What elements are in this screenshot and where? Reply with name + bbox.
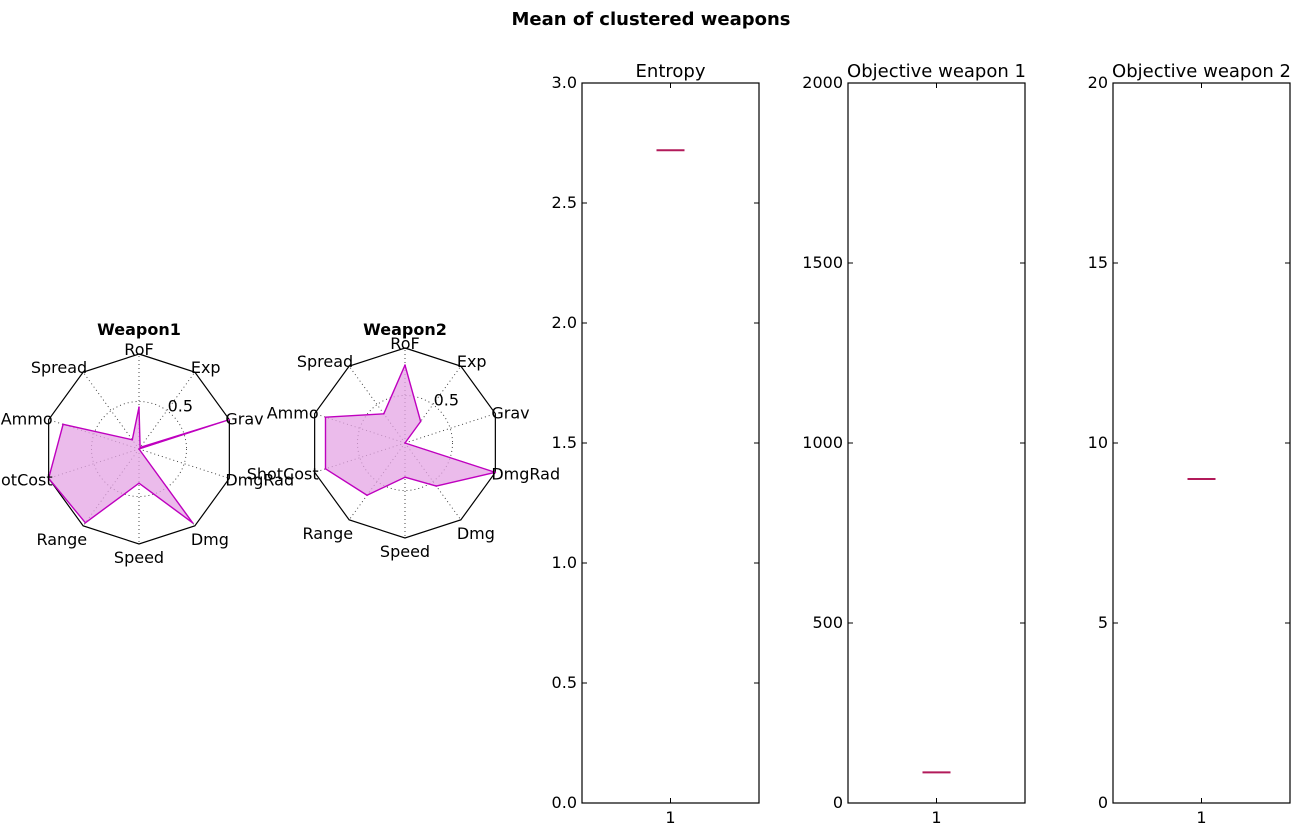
radar-point-dmgrad [138, 448, 140, 450]
radar-title: Weapon1 [97, 320, 181, 339]
radar-chart-weapon2: RoF Exp Grav DmgRad Dmg Speed Range ShotCost Amm… [247, 320, 560, 561]
radar-axis-label-ammo: Ammo [1, 409, 53, 428]
y-tick-label: 0.0 [552, 793, 577, 812]
box-plot-entropy: 0.0 0.5 1.0 1.5 2.0 2.5 3.0 1 Entropy [552, 61, 760, 827]
radar-axis-label-rof: RoF [390, 334, 419, 353]
plot-frame [1112, 82, 1291, 804]
radar-radial-tick-label: 0.5 [168, 396, 193, 415]
radar-frame [48, 353, 230, 545]
y-tick-label: 1500 [802, 253, 843, 272]
y-tick-label: 3.0 [552, 73, 577, 92]
radar-axis-label-dmgrad: DmgRad [491, 465, 560, 484]
y-tick-label: 2.0 [552, 313, 577, 332]
y-tick-label: 0 [1098, 793, 1108, 812]
radar-fill-area [48, 407, 230, 523]
box-plot-objective-weapon-1: 0 500 1000 1500 2000 1 Objective weapon 1 [802, 61, 1026, 827]
radar-point-rof [138, 406, 140, 409]
radar-point-ammo [62, 423, 64, 426]
y-tick-label: 0 [833, 793, 843, 812]
plot-title: Objective weapon 1 [847, 61, 1026, 82]
radar-point-speed [138, 482, 140, 485]
radar-fill-area [325, 365, 496, 496]
plot-frame [847, 82, 1026, 804]
y-tick-label: 1.5 [552, 433, 577, 452]
radar-point-grav [404, 442, 406, 444]
radar-axis-label-range: Range [36, 530, 87, 549]
radar-axis-label-exp: Exp [457, 352, 487, 371]
plot-frame [581, 82, 760, 804]
y-tick-label: 20 [1088, 73, 1108, 92]
radar-axis-label-ammo: Ammo [267, 403, 319, 422]
radar-axis-label-spread: Spread [31, 358, 87, 377]
radar-point-shotcost [47, 477, 50, 480]
y-tick-label: 1.0 [552, 553, 577, 572]
radar-axis-label-grav: Grav [225, 409, 263, 428]
radar-point-shotcost [324, 468, 327, 470]
plot-title: Entropy [636, 61, 706, 82]
radar-axis-label-spread: Spread [297, 352, 353, 371]
radar-frame [314, 347, 496, 539]
radar-axis-label-dmg: Dmg [457, 524, 495, 543]
y-tick-label: 5 [1098, 613, 1108, 632]
y-tick-label: 2000 [802, 73, 843, 92]
y-tick-label: 10 [1088, 433, 1108, 452]
y-tick-label: 0.5 [552, 673, 577, 692]
radar-point-ammo [324, 416, 327, 418]
y-tick-label: 500 [812, 613, 843, 632]
radar-axis-label-range: Range [302, 524, 353, 543]
radar-point-exp [139, 446, 141, 449]
radar-point-dmg [435, 485, 438, 487]
radar-point-range [366, 494, 368, 497]
radar-axis-label-shotcost: ShotCost [0, 471, 53, 490]
radar-axis-label-speed: Speed [114, 548, 164, 567]
radar-axis-label-shotcost: ShotCost [247, 465, 319, 484]
radar-radial-tick-label: 0.5 [434, 390, 459, 409]
radar-title: Weapon2 [363, 320, 447, 339]
box-plot-objective-weapon-2: 0 5 10 15 20 1 Objective weapon 2 [1088, 61, 1291, 827]
radar-axis-label-dmg: Dmg [191, 530, 229, 549]
radar-point-rof [404, 364, 406, 366]
radar-point-spread [131, 438, 134, 441]
plot-title: Objective weapon 2 [1112, 61, 1291, 82]
radar-point-dmg [191, 521, 194, 524]
x-tick-label: 1 [931, 808, 941, 827]
radar-axis-label-dmgrad: DmgRad [225, 471, 294, 490]
radar-axis-label-grav: Grav [491, 403, 529, 422]
x-tick-label: 1 [665, 808, 675, 827]
x-tick-label: 1 [1196, 808, 1206, 827]
radar-axis-label-speed: Speed [380, 542, 430, 561]
radar-axis-label-exp: Exp [191, 358, 221, 377]
radar-point-grav [228, 418, 231, 421]
y-tick-label: 15 [1088, 253, 1108, 272]
y-tick-label: 1000 [802, 433, 843, 452]
radar-point-exp [419, 420, 422, 423]
radar-point-speed [404, 476, 406, 479]
figure-title: Mean of clustered weapons [512, 9, 791, 30]
radar-chart-weapon1: RoF Exp Grav DmgRad Dmg Speed Range ShotCost Amm… [0, 320, 294, 567]
y-tick-label: 2.5 [552, 193, 577, 212]
radar-point-dmgrad [494, 471, 497, 474]
radar-point-spread [382, 412, 385, 415]
radar-point-range [84, 521, 87, 524]
radar-axis-label-rof: RoF [124, 340, 153, 359]
